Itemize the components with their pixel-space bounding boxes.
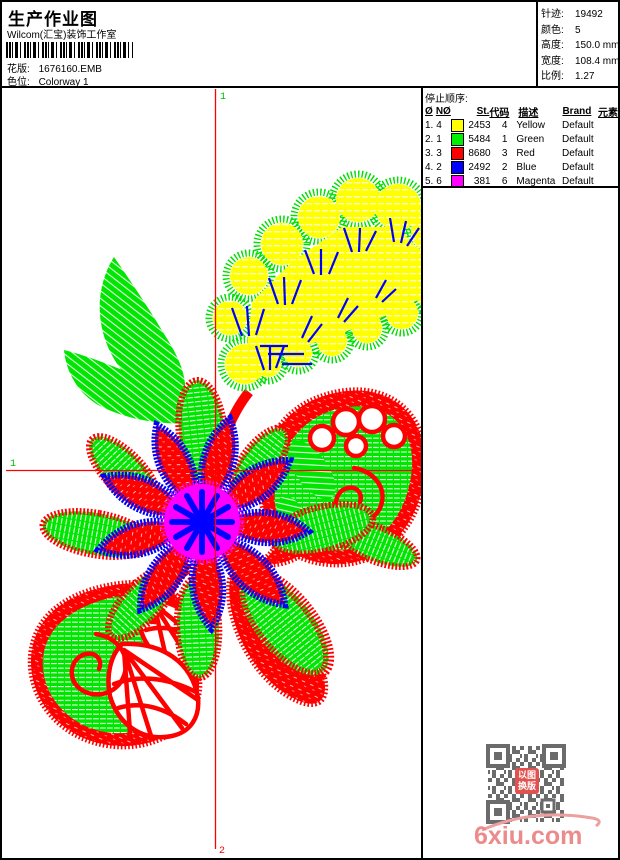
feather-stitch-marks <box>230 217 420 371</box>
qr-center-stamp: 以图 换版 <box>515 768 539 794</box>
col-element: 元素 <box>597 107 618 119</box>
stamp-text-line1: 以图 <box>517 770 536 780</box>
width-value: 108.4 mm <box>575 55 620 67</box>
watermark-text: 6xiu.com <box>474 822 583 850</box>
pattern-label: 花版: <box>7 64 30 75</box>
info-panel: 针迹: 19492 颜色: 5 高度: 150.0 mm 宽度: 108.4 mm 比例… <box>541 7 619 85</box>
colors-label: 颜色: <box>541 24 564 36</box>
colors-value: 5 <box>575 24 581 36</box>
stitch-count: 8680 <box>468 147 491 159</box>
col-description: 描述 <box>518 107 539 119</box>
table-row: 3. 3 8680 3 Red Default <box>425 146 618 160</box>
colorway-label: 色位: <box>7 77 30 88</box>
table-bottom-border <box>421 186 618 188</box>
needle-number: 3 <box>436 147 442 159</box>
barcode <box>6 42 133 58</box>
guide-marker-top: 1 <box>220 92 226 103</box>
height-value: 150.0 mm <box>575 40 620 51</box>
header-divider <box>2 86 618 88</box>
color-description: Magenta <box>516 175 556 187</box>
needle-number: 6 <box>436 175 442 187</box>
color-swatch <box>450 132 464 146</box>
needle-number: 4 <box>436 119 442 131</box>
stitches-value: 19492 <box>575 9 603 20</box>
guide-lines: 1 1 2 <box>6 89 421 857</box>
guide-marker-bottom: 2 <box>219 846 225 857</box>
studio-name: Wilcom(汇宝)装饰工作室 <box>7 30 117 41</box>
colorway-row: 色位: Colorway 1 <box>7 73 89 88</box>
color-swatch <box>450 160 464 174</box>
needle-number: 2 <box>436 161 442 173</box>
color-code: 4 <box>501 119 508 131</box>
col-stitches: St. <box>476 105 490 117</box>
color-description: Yellow <box>516 119 545 131</box>
main-divider <box>421 86 423 858</box>
thread-brand: Default <box>562 119 594 131</box>
table-row: 2. 1 5484 1 Green Default <box>425 132 618 146</box>
table-row: 5. 6 381 6 Magenta Default <box>425 174 618 188</box>
height-label: 高度: <box>541 40 564 51</box>
scale-label: 比例: <box>541 71 564 82</box>
embroidery-design: .fzg{fill:none;stroke:#00DD00;stroke-wid… <box>6 89 421 857</box>
table-row: 1. 4 2453 4 Yellow Default <box>425 118 618 132</box>
stitches-label: 针迹: <box>541 9 564 20</box>
table-row: 4. 2 2492 2 Blue Default <box>425 160 618 174</box>
feather <box>205 170 421 392</box>
pattern-value: 1676160.EMB <box>38 64 102 75</box>
thread-brand: Default <box>562 133 594 145</box>
stamp-text-line2: 换版 <box>517 781 536 791</box>
green-leaves-upper-left <box>64 257 200 424</box>
color-code: 6 <box>501 175 508 187</box>
thread-brand: Default <box>562 161 594 173</box>
color-swatch <box>450 118 464 132</box>
info-panel-divider <box>536 2 538 86</box>
col-code: 代码 <box>489 107 510 119</box>
table-header-row: Ø NØ St. 代码 描述 Brand 元素 <box>425 104 618 119</box>
guide-marker-left: 1 <box>10 459 16 470</box>
colorway-value: Colorway 1 <box>38 77 89 88</box>
pattern-row: 花版: 1676160.EMB <box>7 60 102 75</box>
stop-number: 4. <box>425 161 434 173</box>
col-needle: NØ <box>435 105 451 117</box>
flower-center <box>159 479 245 565</box>
stop-sequence-table: 停止顺序: Ø NØ St. 代码 描述 Brand 元素 1. 4 2453 … <box>425 90 618 188</box>
stop-sequence-title: 停止顺序: <box>425 94 468 105</box>
stitch-count: 5484 <box>468 133 491 145</box>
stitch-count: 2453 <box>468 119 491 131</box>
color-description: Green <box>516 133 545 145</box>
qr-finder-patterns <box>486 744 566 824</box>
color-code: 3 <box>501 147 508 159</box>
width-label: 宽度: <box>541 55 564 67</box>
color-code: 2 <box>501 161 508 173</box>
col-stop: Ø <box>425 105 433 117</box>
stop-number: 1. <box>425 119 434 131</box>
stitch-count: 381 <box>473 175 491 187</box>
stitch-count: 2492 <box>468 161 491 173</box>
scale-value: 1.27 <box>575 71 595 82</box>
qr-code <box>484 742 568 826</box>
color-description: Red <box>516 147 535 159</box>
color-swatch <box>450 146 464 160</box>
thread-brand: Default <box>562 147 594 159</box>
needle-number: 1 <box>436 133 442 145</box>
paisley-bottom-left <box>27 563 209 750</box>
page-title: 生产作业图 <box>8 10 98 29</box>
color-description: Blue <box>516 161 537 173</box>
color-code: 1 <box>501 133 508 145</box>
stop-number: 3. <box>425 147 434 159</box>
watermark-swoosh <box>481 813 601 832</box>
col-brand: Brand <box>562 105 592 117</box>
thread-brand: Default <box>562 175 594 187</box>
stop-number: 5. <box>425 175 434 187</box>
stop-number: 2. <box>425 133 434 145</box>
